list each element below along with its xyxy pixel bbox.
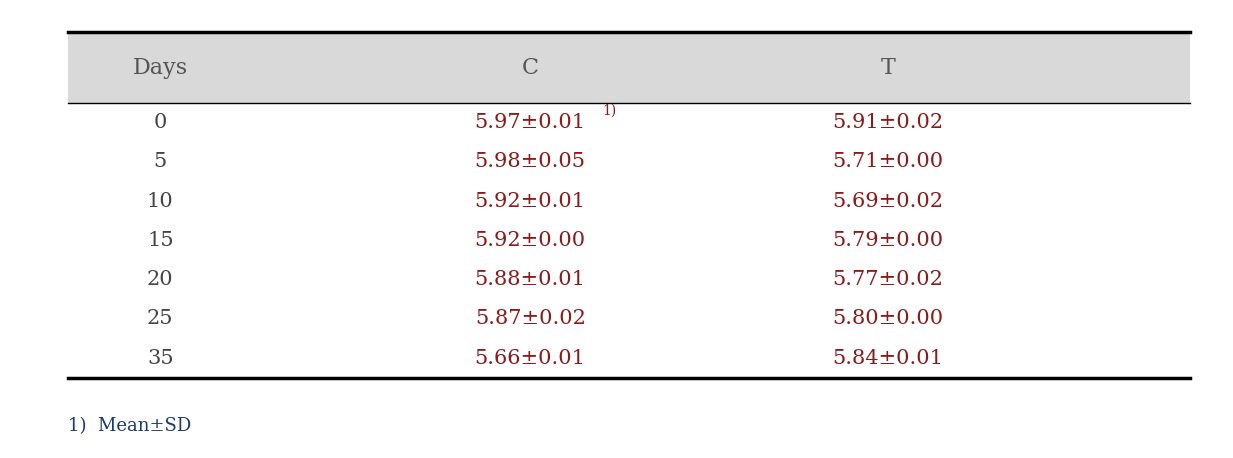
Text: 20: 20 [147, 270, 174, 289]
Text: 5: 5 [154, 153, 166, 171]
Text: 10: 10 [147, 192, 174, 211]
Bar [68, 32, 1190, 103]
Text: 5.92±0.01: 5.92±0.01 [475, 192, 586, 211]
Text: 5.87±0.02: 5.87±0.02 [475, 310, 586, 328]
Text: 35: 35 [147, 349, 174, 368]
Text: 5.98±0.05: 5.98±0.05 [475, 153, 586, 171]
Text: 1): 1) [603, 104, 616, 117]
Text: 5.80±0.00: 5.80±0.00 [832, 310, 943, 328]
Text: 0: 0 [154, 113, 166, 132]
Text: 5.92±0.00: 5.92±0.00 [475, 231, 586, 250]
Text: 1)  Mean±SD: 1) Mean±SD [68, 417, 191, 435]
Text: 15: 15 [147, 231, 174, 250]
Text: 5.77±0.02: 5.77±0.02 [832, 270, 943, 289]
Text: Days: Days [133, 56, 187, 79]
Text: 25: 25 [147, 310, 174, 328]
Text: C: C [522, 56, 539, 79]
Text: T: T [880, 56, 895, 79]
Text: 5.79±0.00: 5.79±0.00 [832, 231, 943, 250]
Text: 5.66±0.01: 5.66±0.01 [475, 349, 586, 368]
Text: 5.84±0.01: 5.84±0.01 [832, 349, 943, 368]
Text: 5.88±0.01: 5.88±0.01 [475, 270, 586, 289]
Text: 5.91±0.02: 5.91±0.02 [832, 113, 943, 132]
Text: 5.97±0.01: 5.97±0.01 [475, 113, 586, 132]
Text: 5.71±0.00: 5.71±0.00 [832, 153, 943, 171]
Text: 5.69±0.02: 5.69±0.02 [832, 192, 943, 211]
